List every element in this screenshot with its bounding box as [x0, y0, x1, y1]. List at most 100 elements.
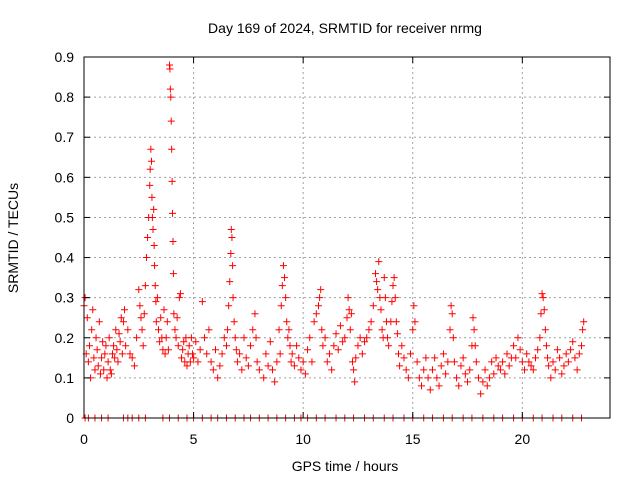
- data-point: [319, 342, 327, 350]
- data-point: [398, 342, 406, 350]
- data-point: [196, 346, 204, 354]
- data-point: [446, 326, 454, 334]
- x-tick-label: 10: [295, 431, 311, 447]
- data-point: [150, 242, 158, 250]
- data-point: [108, 350, 116, 358]
- data-point: [410, 302, 418, 310]
- data-point: [367, 318, 375, 326]
- data-point: [281, 274, 289, 282]
- data-point: [323, 358, 331, 366]
- data-point: [188, 350, 196, 358]
- data-point: [170, 310, 178, 318]
- data-point: [573, 366, 581, 374]
- data-point: [266, 338, 274, 346]
- data-point: [344, 294, 352, 302]
- chart-title: Day 169 of 2024, SRMTID for receiver nrm…: [208, 20, 482, 36]
- data-point: [529, 366, 537, 374]
- data-point: [178, 354, 186, 362]
- data-point: [111, 354, 119, 362]
- data-point: [229, 262, 237, 270]
- data-point: [402, 366, 410, 374]
- data-point: [91, 366, 99, 374]
- data-point: [516, 346, 524, 354]
- data-point: [404, 374, 412, 382]
- data-point: [116, 338, 124, 346]
- data-point: [163, 318, 171, 326]
- data-point: [455, 382, 463, 390]
- data-point: [156, 338, 164, 346]
- data-point: [308, 358, 316, 366]
- data-point: [240, 334, 248, 342]
- data-point: [485, 374, 493, 382]
- data-point: [279, 262, 287, 270]
- data-point: [512, 354, 520, 362]
- y-tick-label: 0.2: [55, 330, 75, 346]
- data-point: [503, 350, 511, 358]
- data-point: [133, 334, 141, 342]
- data-point: [556, 354, 564, 362]
- data-point: [148, 213, 156, 221]
- data-point: [233, 358, 241, 366]
- data-point: [346, 326, 354, 334]
- data-point: [135, 286, 143, 294]
- data-point: [575, 350, 583, 358]
- data-point: [186, 358, 194, 366]
- data-point: [547, 374, 555, 382]
- data-point: [306, 334, 314, 342]
- data-points: [80, 61, 588, 422]
- data-point: [431, 354, 439, 362]
- data-point: [453, 374, 461, 382]
- data-point: [192, 338, 200, 346]
- data-point: [157, 314, 165, 322]
- data-point: [155, 326, 163, 334]
- data-point: [99, 338, 107, 346]
- data-point: [262, 350, 270, 358]
- data-point: [290, 362, 298, 370]
- data-point: [536, 334, 544, 342]
- data-point: [373, 278, 381, 286]
- data-point: [350, 366, 358, 374]
- data-point: [164, 346, 172, 354]
- data-point: [90, 354, 98, 362]
- data-point: [136, 302, 144, 310]
- data-point: [140, 310, 148, 318]
- data-point: [299, 358, 307, 366]
- data-point: [203, 350, 211, 358]
- data-point: [268, 366, 276, 374]
- data-point: [531, 354, 539, 362]
- data-point: [469, 314, 477, 322]
- data-point: [273, 358, 281, 366]
- data-point: [318, 326, 326, 334]
- data-point: [207, 358, 215, 366]
- data-point: [579, 326, 587, 334]
- data-point: [225, 302, 233, 310]
- data-point: [418, 382, 426, 390]
- data-point: [148, 193, 156, 201]
- data-point: [510, 342, 518, 350]
- data-point: [295, 354, 303, 362]
- data-point: [286, 342, 294, 350]
- data-point: [83, 314, 91, 322]
- data-point: [494, 362, 502, 370]
- data-point: [255, 366, 263, 374]
- data-point: [433, 374, 441, 382]
- data-point: [426, 386, 434, 394]
- data-point: [354, 342, 362, 350]
- data-point: [411, 318, 419, 326]
- data-point: [420, 366, 428, 374]
- data-point: [117, 314, 125, 322]
- data-point: [413, 358, 421, 366]
- data-point: [230, 318, 238, 326]
- data-point: [358, 350, 366, 358]
- data-point: [488, 358, 496, 366]
- data-point: [101, 350, 109, 358]
- data-point: [470, 326, 478, 334]
- data-point: [388, 298, 396, 306]
- data-point: [325, 350, 333, 358]
- data-point: [437, 362, 445, 370]
- data-point: [85, 342, 93, 350]
- data-point: [128, 354, 136, 362]
- data-point: [551, 366, 559, 374]
- y-tick-label: 0.9: [55, 49, 75, 65]
- data-point: [375, 258, 383, 266]
